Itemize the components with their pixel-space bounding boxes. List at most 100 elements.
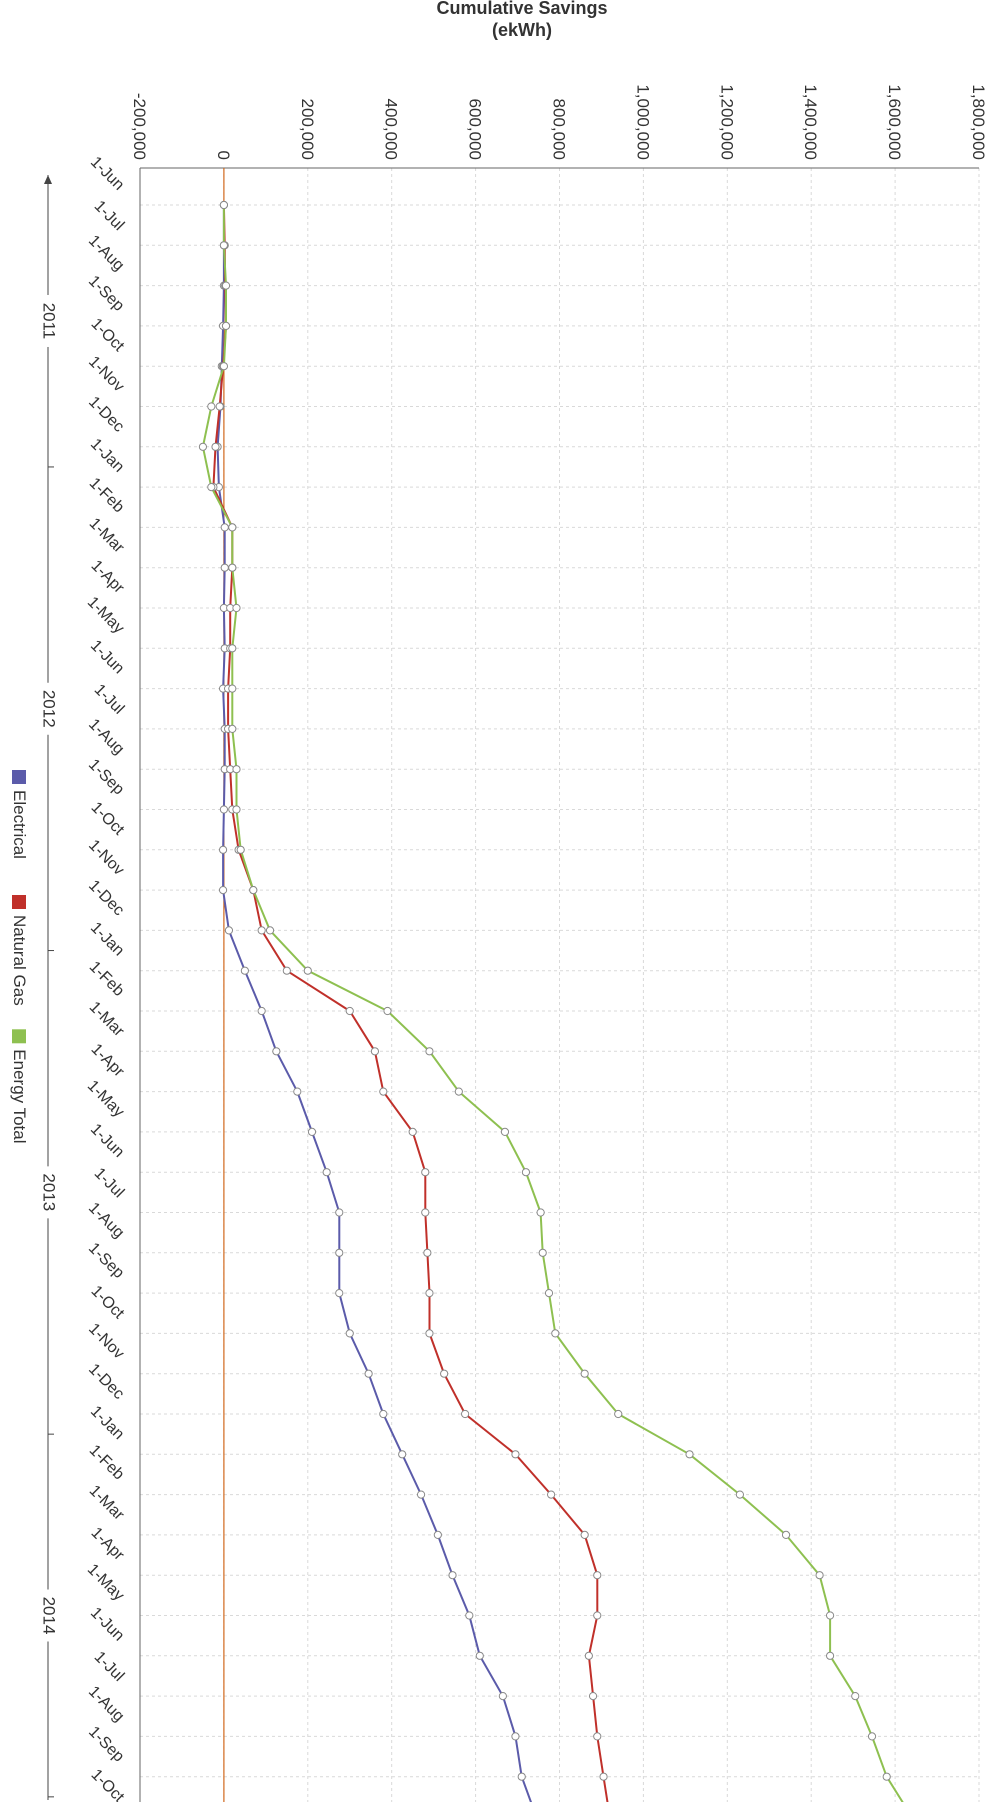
category-tick-label: 1-Sep [85, 756, 127, 798]
data-point [735, 1490, 744, 1499]
legend-label: Electrical [10, 790, 29, 859]
category-tick-label: 1-Jul [91, 681, 128, 718]
value-tick-label: 1,400,000 [801, 84, 820, 160]
data-point [475, 1651, 484, 1660]
year-label-bg [34, 1166, 62, 1219]
data-point [219, 241, 228, 250]
category-tick-label: 1-Jan [87, 1403, 127, 1443]
data-point [593, 1732, 602, 1741]
axes: -200,000 0 200,000 400,000 600,000 800,000 1,0… [34, 84, 988, 1802]
year-label-bg [34, 682, 62, 735]
data-point [425, 1047, 434, 1056]
data-point [580, 1530, 589, 1540]
data-point [335, 1208, 344, 1217]
data-point [383, 1006, 392, 1016]
data-point [511, 1450, 520, 1459]
category-tick-label: 1-Mar [86, 1482, 128, 1524]
data-point [425, 1289, 434, 1298]
data-point [228, 563, 237, 572]
data-point [220, 523, 229, 532]
data-point [345, 1006, 354, 1016]
data-point [303, 966, 312, 975]
data-point [454, 1087, 463, 1096]
data-point [272, 1047, 281, 1056]
data-point [219, 362, 228, 371]
data-point [498, 1692, 507, 1701]
value-tick-label: 800,000 [550, 99, 569, 160]
data-point [207, 483, 216, 492]
data-point [815, 1571, 824, 1580]
data-point [521, 1168, 531, 1177]
category-tick-label: 1-Dec [85, 393, 127, 435]
data-point [851, 1692, 860, 1701]
category-tick-label: 1-Oct [88, 315, 128, 355]
series-line [216, 205, 532, 1802]
data-point [257, 1006, 266, 1016]
category-tick-label: 1-Apr [88, 1524, 128, 1564]
data-point [421, 1208, 430, 1217]
data-point [335, 1289, 344, 1298]
year-label-bg [34, 294, 62, 347]
legend-item-natural-gas: Natural Gas [10, 895, 29, 1006]
value-tick-label: 200,000 [298, 99, 317, 160]
data-point [370, 1047, 380, 1056]
data-point [218, 886, 228, 895]
category-tick-label: 1-May [84, 1077, 127, 1120]
category-tick-label: 1-Dec [85, 877, 127, 919]
data-point [538, 1248, 547, 1257]
data-point [867, 1732, 877, 1741]
data-point [220, 563, 229, 572]
data-point [207, 402, 216, 411]
value-tick-label: 1,800,000 [969, 84, 988, 160]
data-point [588, 1692, 598, 1701]
data-point [232, 603, 241, 613]
data-point [547, 1490, 556, 1499]
series-line [212, 204, 609, 1802]
data-point [685, 1450, 694, 1459]
data-point [335, 1248, 344, 1257]
category-tick-label: 1-Oct [88, 799, 128, 839]
data-point [433, 1530, 442, 1540]
legend-label: Energy Total [10, 1049, 29, 1143]
category-tick-label: 1-Aug [85, 232, 127, 274]
category-tick-label: 1-Jan [87, 919, 127, 959]
category-tick-label: 1-Dec [85, 1361, 127, 1403]
category-tick-label: 1-Sep [85, 273, 127, 315]
category-tick-label: 1-Aug [85, 1199, 127, 1241]
category-tick-label: 1-Jul [91, 1165, 128, 1202]
series-natural-gas [209, 200, 609, 1802]
data-point [423, 1248, 432, 1257]
data-point [240, 966, 249, 975]
data-point [599, 1772, 608, 1781]
data-point [249, 886, 258, 895]
category-tick-label: 1-Apr [88, 1041, 128, 1081]
category-tick-label: 1-Feb [86, 1442, 128, 1484]
category-tick-label: 1-Oct [88, 1766, 128, 1802]
data-point [211, 442, 220, 451]
category-tick-label: 1-Oct [88, 1283, 128, 1323]
data-point [219, 805, 228, 814]
data-point [551, 1329, 560, 1338]
data-point [440, 1369, 449, 1378]
category-tick-label: 1-Jun [87, 637, 127, 677]
value-tick-label: 1,200,000 [717, 84, 736, 160]
category-tick-label: 1-Feb [86, 958, 128, 1000]
data-point [500, 1127, 510, 1137]
data-point [236, 845, 245, 854]
year-label: 2013 [40, 1173, 59, 1211]
value-tick-label: 1,600,000 [885, 84, 904, 160]
data-point [265, 926, 275, 935]
data-point [232, 805, 241, 814]
data-point [221, 321, 231, 330]
data-point [421, 1168, 430, 1177]
data-point [825, 1611, 835, 1620]
category-tick-label: 1-Jan [87, 436, 127, 476]
series-electrical [213, 200, 532, 1802]
data-point [825, 1651, 835, 1660]
grid [139, 168, 980, 1802]
data-point [198, 442, 208, 451]
data-point [408, 1127, 417, 1137]
category-tick-label: 1-Nov [85, 837, 127, 879]
category-tick-label: 1-Jul [91, 1648, 128, 1685]
